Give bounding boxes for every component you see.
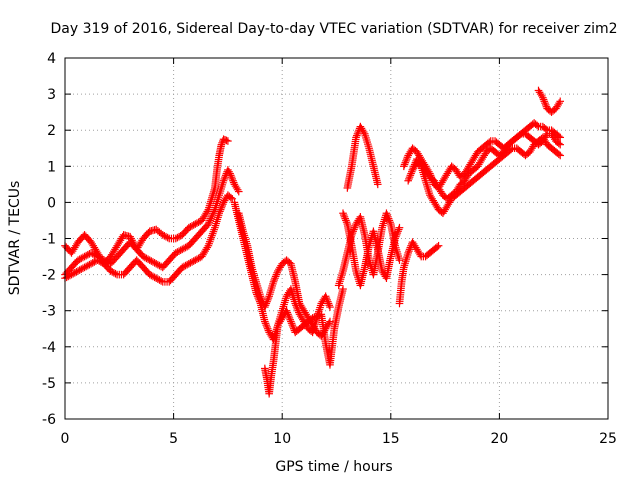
x-tick-labels: 0 5 10 15 20 25 — [61, 431, 617, 447]
y-tick-label: -1 — [42, 232, 56, 248]
data-point — [485, 138, 494, 147]
y-tick-label: 2 — [47, 123, 56, 139]
chart-title: Day 319 of 2016, Sidereal Day-to-day VTE… — [51, 21, 618, 37]
data-point — [434, 241, 443, 250]
y-tick-label: 1 — [47, 159, 56, 175]
y-tick-labels: -6 -5 -4 -3 -2 -1 0 1 2 3 4 — [42, 51, 56, 428]
data-point — [326, 317, 334, 326]
data-point — [226, 193, 235, 202]
data-point — [433, 243, 441, 251]
data-point — [507, 145, 515, 154]
x-tick-label: 25 — [599, 431, 617, 447]
data-point — [339, 285, 347, 293]
y-axis-label: SDTVAR / TECUs — [7, 181, 23, 296]
data-point — [224, 137, 232, 145]
x-tick-label: 10 — [273, 431, 291, 447]
data-point — [222, 136, 231, 145]
y-tick-label: -4 — [42, 340, 56, 356]
data-point — [556, 151, 565, 160]
y-tick-label: 3 — [47, 87, 56, 103]
y-tick-label: 0 — [47, 195, 56, 211]
data-point — [395, 256, 404, 264]
x-tick-label: 5 — [169, 431, 178, 447]
y-tick-label: -5 — [42, 376, 56, 392]
y-tick-label: -3 — [42, 304, 56, 320]
y-tick-label: -2 — [42, 268, 56, 284]
data-point — [554, 139, 563, 148]
y-tick-label: 4 — [47, 51, 56, 67]
data-point — [556, 140, 565, 149]
x-tick-label: 15 — [382, 431, 400, 447]
x-axis-label: GPS time / hours — [275, 459, 392, 475]
data-point — [373, 180, 382, 189]
data-point — [515, 131, 524, 139]
data-point — [219, 135, 228, 144]
data-point — [554, 150, 563, 159]
data-point — [541, 125, 550, 133]
data-point — [395, 223, 404, 232]
data-point — [221, 136, 229, 144]
x-tick-label: 20 — [490, 431, 508, 447]
data-point — [533, 121, 541, 130]
data-point — [556, 133, 565, 142]
data-point — [556, 97, 565, 106]
x-tick-label: 0 — [61, 431, 70, 447]
plot-frame — [64, 57, 609, 420]
data-points — [61, 86, 565, 398]
data-point — [554, 132, 563, 141]
data-point — [326, 303, 334, 311]
grid-lines — [65, 58, 608, 419]
data-point — [234, 187, 243, 196]
y-tick-label: -6 — [42, 412, 56, 428]
